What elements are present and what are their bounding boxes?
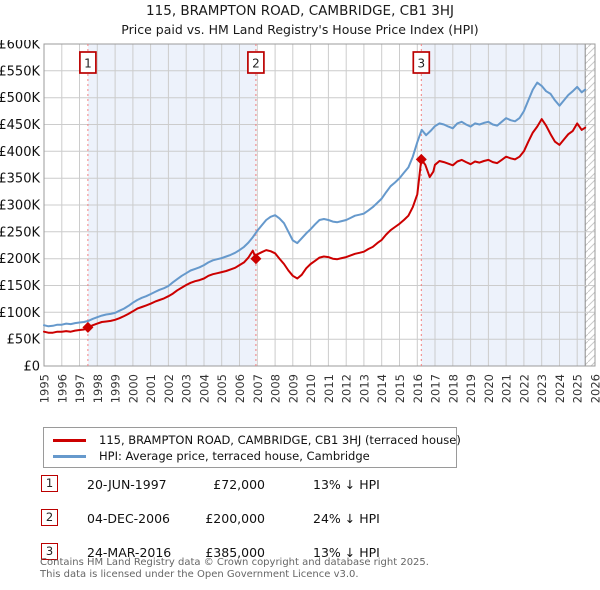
- x-axis-tick: 2020: [482, 374, 496, 403]
- sale-marker-diamond: [250, 253, 262, 265]
- x-axis-tick: 2019: [464, 374, 478, 403]
- x-axis-tick: 2001: [144, 374, 158, 403]
- x-axis-tick: 2016: [411, 374, 425, 403]
- sale-price: £200,000: [205, 511, 265, 526]
- x-axis-tick: 2010: [304, 374, 318, 403]
- x-axis-tick: 1995: [38, 374, 52, 403]
- y-axis-tick: £400K: [0, 145, 40, 160]
- x-axis-tick: 2006: [233, 374, 247, 403]
- x-axis-tick: 2017: [429, 374, 443, 403]
- y-axis-tick: £600K: [0, 40, 40, 53]
- sale-marker-label: 3: [417, 57, 425, 71]
- legend-label-hpi: HPI: Average price, terraced house, Camb…: [99, 449, 370, 463]
- y-axis-tick: £350K: [0, 172, 40, 187]
- page-title: 115, BRAMPTON ROAD, CAMBRIDGE, CB1 3HJ: [146, 3, 454, 19]
- sale-number-badge: 1: [41, 475, 58, 492]
- sale-marker-diamond: [82, 321, 94, 333]
- sale-marker-label: 1: [84, 57, 92, 71]
- sale-hpi-diff: 24% ↓ HPI: [313, 511, 380, 526]
- x-axis-tick: 2008: [269, 374, 283, 403]
- x-axis-tick: 2024: [553, 374, 567, 403]
- sale-hpi-diff: 13% ↓ HPI: [313, 477, 380, 492]
- hpi-line-swatch: [53, 454, 86, 458]
- legend: 115, BRAMPTON ROAD, CAMBRIDGE, CB1 3HJ (…: [43, 427, 461, 468]
- sale-number-badge: 2: [41, 509, 58, 526]
- y-axis-tick: £0: [23, 360, 40, 375]
- x-axis-tick: 2012: [340, 374, 354, 403]
- y-axis-tick: £500K: [0, 91, 40, 106]
- license-footer: Contains HM Land Registry data © Crown c…: [40, 557, 580, 580]
- x-axis-tick: 2015: [393, 374, 407, 403]
- price-history-plot: 1 2 3 £600K £550K £500K £450K £400K £350K £300K £2…: [0, 38, 600, 404]
- legend-entry-property: 115, BRAMPTON ROAD, CAMBRIDGE, CB1 3HJ (…: [44, 432, 461, 448]
- sale-price: £72,000: [213, 477, 265, 492]
- x-axis-tick: 2013: [357, 374, 371, 403]
- sale-marker-box-1: [79, 51, 97, 74]
- sale-hpi-diff: 13% ↓ HPI: [313, 545, 380, 560]
- x-axis-tick: 2011: [322, 374, 336, 403]
- sale-number-badge: 3: [41, 543, 58, 560]
- x-axis-tick: 2021: [500, 374, 514, 403]
- y-axis-tick: £150K: [0, 279, 40, 294]
- sale-marker-label: 2: [252, 57, 260, 71]
- x-axis-tick: 2002: [162, 374, 176, 403]
- x-axis-tick: 1997: [73, 374, 87, 403]
- x-axis-tick: 2003: [180, 374, 194, 403]
- y-axis-tick: £100K: [0, 306, 40, 321]
- x-axis-tick: 2022: [517, 374, 531, 403]
- x-axis-tick: 2005: [215, 374, 229, 403]
- footer-line-2: This data is licensed under the Open Gov…: [40, 568, 359, 580]
- sale-marker-box-3: [412, 51, 431, 74]
- price-history-chart: 1 2 3 £600K £550K £500K £450K £400K £350K £300K £2…: [0, 38, 600, 418]
- x-axis-tick: 2004: [198, 374, 212, 403]
- x-axis-tick: 2018: [446, 374, 460, 403]
- x-axis-tick: 2007: [251, 374, 265, 403]
- property-line-swatch: [53, 438, 86, 442]
- x-axis-tick: 2026: [589, 374, 600, 403]
- legend-label-property: 115, BRAMPTON ROAD, CAMBRIDGE, CB1 3HJ (…: [99, 433, 461, 447]
- table-row: 1 20-JUN-1997 £72,000 13% ↓ HPI: [40, 473, 460, 507]
- page-subtitle: Price paid vs. HM Land Registry's House …: [121, 22, 479, 37]
- sale-price: £385,000: [205, 545, 265, 560]
- property-price-line: [43, 118, 587, 334]
- x-axis-tick: 2014: [375, 374, 389, 403]
- sale-date: 20-JUN-1997: [87, 477, 167, 492]
- x-axis-tick: 2000: [126, 374, 140, 403]
- sale-date: 04-DEC-2006: [87, 511, 170, 526]
- hpi-line: [43, 81, 587, 328]
- table-row: 3 24-MAR-2016 £385,000 13% ↓ HPI: [40, 541, 460, 575]
- x-axis-tick: 2009: [286, 374, 300, 403]
- sale-marker-diamond: [415, 153, 427, 165]
- x-axis-tick: 1999: [109, 374, 123, 403]
- footer-line-1: Contains HM Land Registry data © Crown c…: [40, 557, 429, 568]
- sale-marker-box-2: [247, 51, 265, 74]
- table-row: 2 04-DEC-2006 £200,000 24% ↓ HPI: [40, 507, 460, 541]
- x-axis-tick: 1998: [91, 374, 105, 403]
- sale-date: 24-MAR-2016: [87, 545, 172, 560]
- y-axis-tick: £50K: [7, 333, 41, 348]
- y-axis-tick: £450K: [0, 118, 40, 133]
- x-axis-tick: 2023: [535, 374, 549, 403]
- x-axis-tick: 1996: [55, 374, 69, 403]
- sales-table: 1 20-JUN-1997 £72,000 13% ↓ HPI 2 04-DEC…: [40, 473, 460, 575]
- y-axis-tick: £200K: [0, 252, 40, 267]
- legend-entry-hpi: HPI: Average price, terraced house, Camb…: [44, 448, 456, 464]
- y-axis-tick: £300K: [0, 199, 40, 214]
- y-axis-tick: £550K: [0, 64, 40, 79]
- y-axis-tick: £250K: [0, 225, 40, 240]
- x-axis-tick: 2025: [571, 374, 585, 403]
